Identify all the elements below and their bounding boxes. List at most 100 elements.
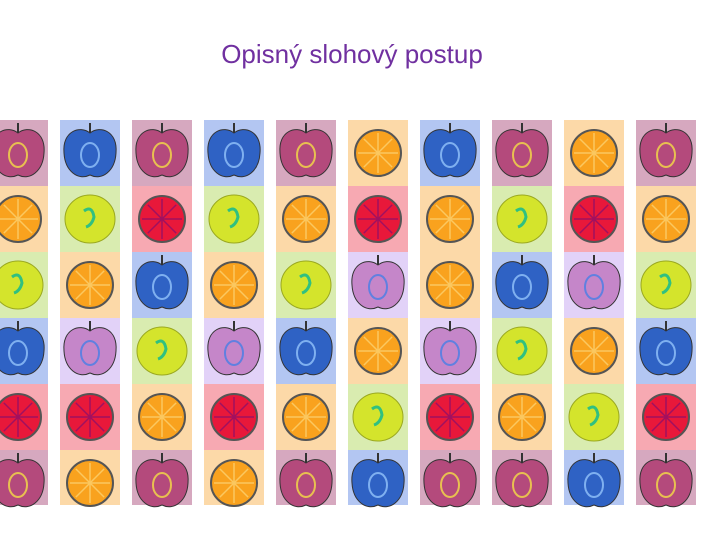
slice-segment [363, 336, 379, 352]
slice-segment [363, 138, 379, 154]
slice-segment [651, 402, 667, 418]
slice-segment [363, 152, 379, 168]
apple-core [656, 142, 676, 168]
apple [495, 261, 549, 310]
fruit-tile [276, 384, 336, 450]
fruit-tile [204, 450, 264, 507]
apple [63, 129, 117, 178]
fruit-tile [420, 318, 480, 384]
slice-segment [147, 402, 163, 418]
slice-segment [593, 204, 609, 220]
fruit-tile [348, 318, 408, 384]
slice-segment [161, 204, 177, 220]
fruit-tile [348, 450, 408, 508]
slice-segment [435, 416, 451, 432]
fruit-tile [276, 450, 336, 508]
slice-segment [579, 350, 595, 366]
fruit-tile [348, 384, 408, 450]
apple-core [584, 274, 604, 300]
slice-segment [521, 416, 537, 432]
slice-segment [435, 402, 451, 418]
apple [423, 327, 477, 376]
green-apple-detail [155, 339, 168, 361]
fruit-grid [0, 120, 696, 508]
slice-segment [651, 204, 667, 220]
green-apple-detail [371, 405, 384, 427]
slice-segment [75, 270, 91, 286]
slice-segment [651, 218, 667, 234]
apple [495, 129, 549, 178]
green-apple [568, 392, 620, 442]
fruit-tile [492, 384, 552, 450]
slice-segment [593, 152, 609, 168]
apple [351, 261, 405, 310]
fruit-tile [564, 318, 624, 384]
fruit-tile [0, 186, 48, 252]
apple-core [152, 472, 172, 498]
slice-segment [291, 416, 307, 432]
apple-core [368, 274, 388, 300]
fruit-tile [564, 186, 624, 252]
apple [423, 129, 477, 178]
green-apple [496, 194, 548, 244]
slice-segment [305, 218, 321, 234]
fruit-tile [636, 384, 696, 450]
apple-core [152, 274, 172, 300]
apple-core [8, 472, 28, 498]
apple-core [224, 142, 244, 168]
fruit-tile [0, 384, 48, 450]
apple [0, 459, 45, 508]
apple [351, 459, 405, 508]
slice-segment [89, 402, 105, 418]
apple-core [296, 142, 316, 168]
slice-segment [291, 402, 307, 418]
slice-segment [75, 402, 91, 418]
fruit-tile [0, 450, 48, 508]
fruit-tile [420, 186, 480, 252]
slice-segment [89, 270, 105, 286]
green-apple-detail [11, 273, 24, 295]
fruit-tile [636, 450, 696, 508]
fruit-tile [564, 252, 624, 318]
fruit-tile [276, 318, 336, 384]
fruit-tile [60, 186, 120, 252]
green-apple-detail [227, 207, 240, 229]
fruit-tile [0, 120, 48, 186]
slice-segment [75, 416, 91, 432]
slice-segment [17, 218, 33, 234]
green-apple-detail [515, 207, 528, 229]
slice-segment [75, 284, 91, 300]
slice-segment [3, 218, 19, 234]
green-apple [280, 260, 332, 310]
slice-segment [651, 416, 667, 432]
slice-segment [233, 468, 249, 484]
fruit-tile [60, 252, 120, 318]
slice-segment [233, 284, 249, 300]
green-apple-detail [299, 273, 312, 295]
green-apple-detail [587, 405, 600, 427]
green-apple [208, 194, 260, 244]
apple-core [656, 472, 676, 498]
slice-segment [593, 350, 609, 366]
slice-segment [593, 138, 609, 154]
slice-segment [233, 416, 249, 432]
slice-segment [219, 482, 235, 498]
slice-segment [305, 402, 321, 418]
slide-title: Opisný slohový postup [221, 39, 483, 69]
apple-core [584, 472, 604, 498]
slice-segment [449, 270, 465, 286]
slice-segment [89, 468, 105, 484]
slice-segment [507, 402, 523, 418]
slice-segment [449, 416, 465, 432]
slice-segment [233, 482, 249, 498]
fruit-tile [492, 318, 552, 384]
fruit-tile [348, 252, 408, 318]
slice-segment [17, 416, 33, 432]
apple [279, 327, 333, 376]
fruit-tile [60, 318, 120, 384]
apple-core [512, 142, 532, 168]
slice-segment [665, 218, 681, 234]
slice-segment [219, 468, 235, 484]
slice-segment [291, 204, 307, 220]
